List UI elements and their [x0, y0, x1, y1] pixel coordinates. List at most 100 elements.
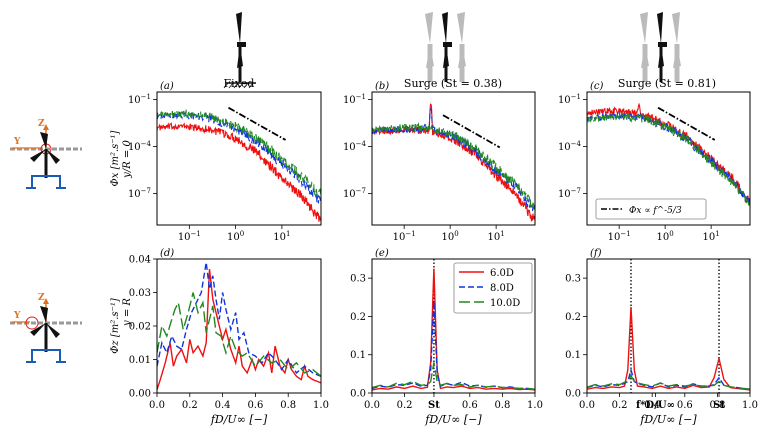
series-d-2: [157, 292, 321, 377]
xtick-label-f-1: 0.2: [612, 400, 628, 411]
ytick-label-d-3: 0.03: [129, 288, 151, 299]
series-b-2: [372, 122, 535, 210]
xtick-label-d-4: 0.8: [280, 400, 296, 411]
y-axis-label: Y: [13, 137, 21, 147]
series-e-2: [372, 362, 535, 390]
ytick-label-e-1: 0.1: [350, 350, 366, 361]
ytick-label-d-4: 0.04: [129, 255, 151, 266]
legend-text-e-1: 8.0D: [490, 283, 514, 294]
panel-f: 0.0 0.2 0.4 0.6 0.8 1.0 f*D/U∞ St 0.0 0.1 0.2 0.3 (f…: [565, 248, 758, 426]
panel-label-e: (e): [375, 248, 389, 259]
legend-text-e-0: 6.0D: [490, 268, 514, 279]
series-a-2: [157, 108, 321, 197]
xtick-label-b-1: 100: [442, 230, 459, 243]
xtick-label-e-3: 0.6: [462, 400, 478, 411]
turbine-icon-fixed: [223, 10, 256, 89]
ytick-label-f-1: 0.1: [565, 350, 581, 361]
ytick-label-f-3: 0.3: [565, 274, 581, 285]
series-c-0: [587, 102, 750, 204]
series-f-2: [587, 374, 750, 390]
xtick-label-f-3: 0.6: [677, 400, 693, 411]
xtick-label-f-2: 0.4: [644, 400, 660, 411]
xtick-label-b-2: 101: [488, 230, 505, 243]
panel-b: 10−1 100 101 10−1 10−4 10−7 (b): [343, 81, 536, 243]
xtick-label-e-1: 0.2: [397, 400, 413, 411]
xlabel-f: fD/U∞ [−]: [639, 413, 697, 426]
ytick-label-c-0: 10−1: [558, 93, 581, 106]
xtick-label-d-3: 0.6: [247, 400, 263, 411]
panel-label-b: (b): [375, 81, 389, 92]
series-e-0: [372, 268, 535, 391]
xlabel-e: fD/U∞ [−]: [424, 413, 482, 426]
xtick-label-f-4: 0.8: [709, 400, 725, 411]
ytick-label-a-2: 10−7: [128, 187, 151, 200]
xtick-label-c-2: 101: [703, 230, 720, 243]
series-b-1: [372, 108, 535, 212]
ytick-label-d-1: 0.01: [129, 355, 151, 366]
xtick-label-a-1: 100: [227, 230, 244, 243]
panel-label-c: (c): [590, 81, 604, 92]
series-d-0: [157, 269, 321, 390]
ytick-label-e-0: 0.0: [350, 389, 366, 400]
title-fixed: Fixed: [224, 77, 255, 90]
series-group-e: [372, 268, 535, 391]
xtick-label-d-0: 0.0: [149, 400, 165, 411]
xlabel-d: fD/U∞ [−]: [210, 413, 268, 426]
ytick-label-b-1: 10−4: [343, 140, 367, 153]
panel-label-f: (f): [590, 248, 602, 259]
series-d-1: [157, 262, 321, 377]
xtick-label-e-2: St: [428, 400, 440, 411]
ytick-label-b-2: 10−7: [343, 187, 366, 200]
xtick-label-c-0: 10−1: [608, 230, 631, 243]
series-f-1: [587, 367, 750, 390]
side-icon-top-row: Z Y: [10, 119, 82, 189]
series-a-0: [157, 122, 321, 222]
legend-box-c: [595, 198, 707, 220]
reference-line-c: [657, 106, 716, 141]
panel-label-a: (a): [160, 81, 174, 92]
xtick-label-a-0: 10−1: [178, 230, 201, 243]
z-axis-label-2: Z: [38, 293, 45, 303]
legend-text-c-0: Φx ∝ f^-5/3: [629, 206, 682, 216]
xtick-label-b-0: 10−1: [393, 230, 416, 243]
ytick-label-b-0: 10−1: [343, 93, 366, 106]
ytick-label-a-1: 10−4: [128, 140, 152, 153]
ytick-label-c-1: 10−4: [558, 140, 582, 153]
axes-frame-c: [586, 91, 751, 226]
xtick-label-e-4: 0.8: [494, 400, 510, 411]
xtick-label-e-0: 0.0: [364, 400, 380, 411]
axes-frame-b: [371, 91, 536, 226]
reference-line-a: [228, 106, 287, 141]
panel-e: 0.0 0.2 St 0.6 0.8 1.0 0.0 0.1 0.2 0.3 (e) fD/U∞ [−…: [350, 248, 543, 426]
ytick-label-e-3: 0.3: [350, 274, 366, 285]
ytick-label-e-2: 0.2: [350, 312, 366, 323]
ytick-label-c-2: 10−7: [558, 187, 581, 200]
series-b-0: [372, 103, 535, 222]
axes-frame-e: [371, 258, 536, 394]
ytick-label-f-0: 0.0: [565, 389, 581, 400]
title-surge-high: Surge (St = 0.81): [618, 77, 716, 90]
xtick-label-c-1: 100: [657, 230, 674, 243]
axes-frame-f: [586, 258, 751, 394]
ylabel-d: Φz [m².s⁻¹]: [110, 298, 121, 354]
panel-a: 10−1 100 101 10−1 10−4 10−7 (a) Φx [m².s⁻¹]: [110, 81, 322, 243]
series-f-0: [587, 306, 750, 391]
z-axis-label: Z: [38, 119, 45, 129]
title-surge-low: Surge (St = 0.38): [404, 77, 502, 90]
panel-d: 0.0 0.2 0.4 0.6 0.8 1.0 0.00 0.01 0.02 0.03 0.04 (d…: [110, 248, 329, 426]
row-label-bottom: y = R: [122, 298, 133, 327]
reference-line-b: [442, 114, 501, 149]
series-e-1: [372, 301, 535, 390]
series-group-d: [157, 262, 321, 390]
series-c-1: [587, 111, 750, 204]
xtick-label-e-5: 1.0: [527, 400, 543, 411]
ylabel-a: Φx [m².s⁻¹]: [110, 130, 121, 186]
ytick-label-d-2: 0.02: [129, 322, 151, 333]
series-c-2: [587, 112, 750, 206]
xtick-label-f-5: 1.0: [742, 400, 758, 411]
ytick-label-f-2: 0.2: [565, 312, 581, 323]
ytick-label-d-0: 0.00: [129, 389, 151, 400]
xtick-extra-label-f-1: St: [713, 400, 725, 411]
series-group-f: [587, 306, 750, 391]
axes-frame-a: [156, 91, 322, 226]
